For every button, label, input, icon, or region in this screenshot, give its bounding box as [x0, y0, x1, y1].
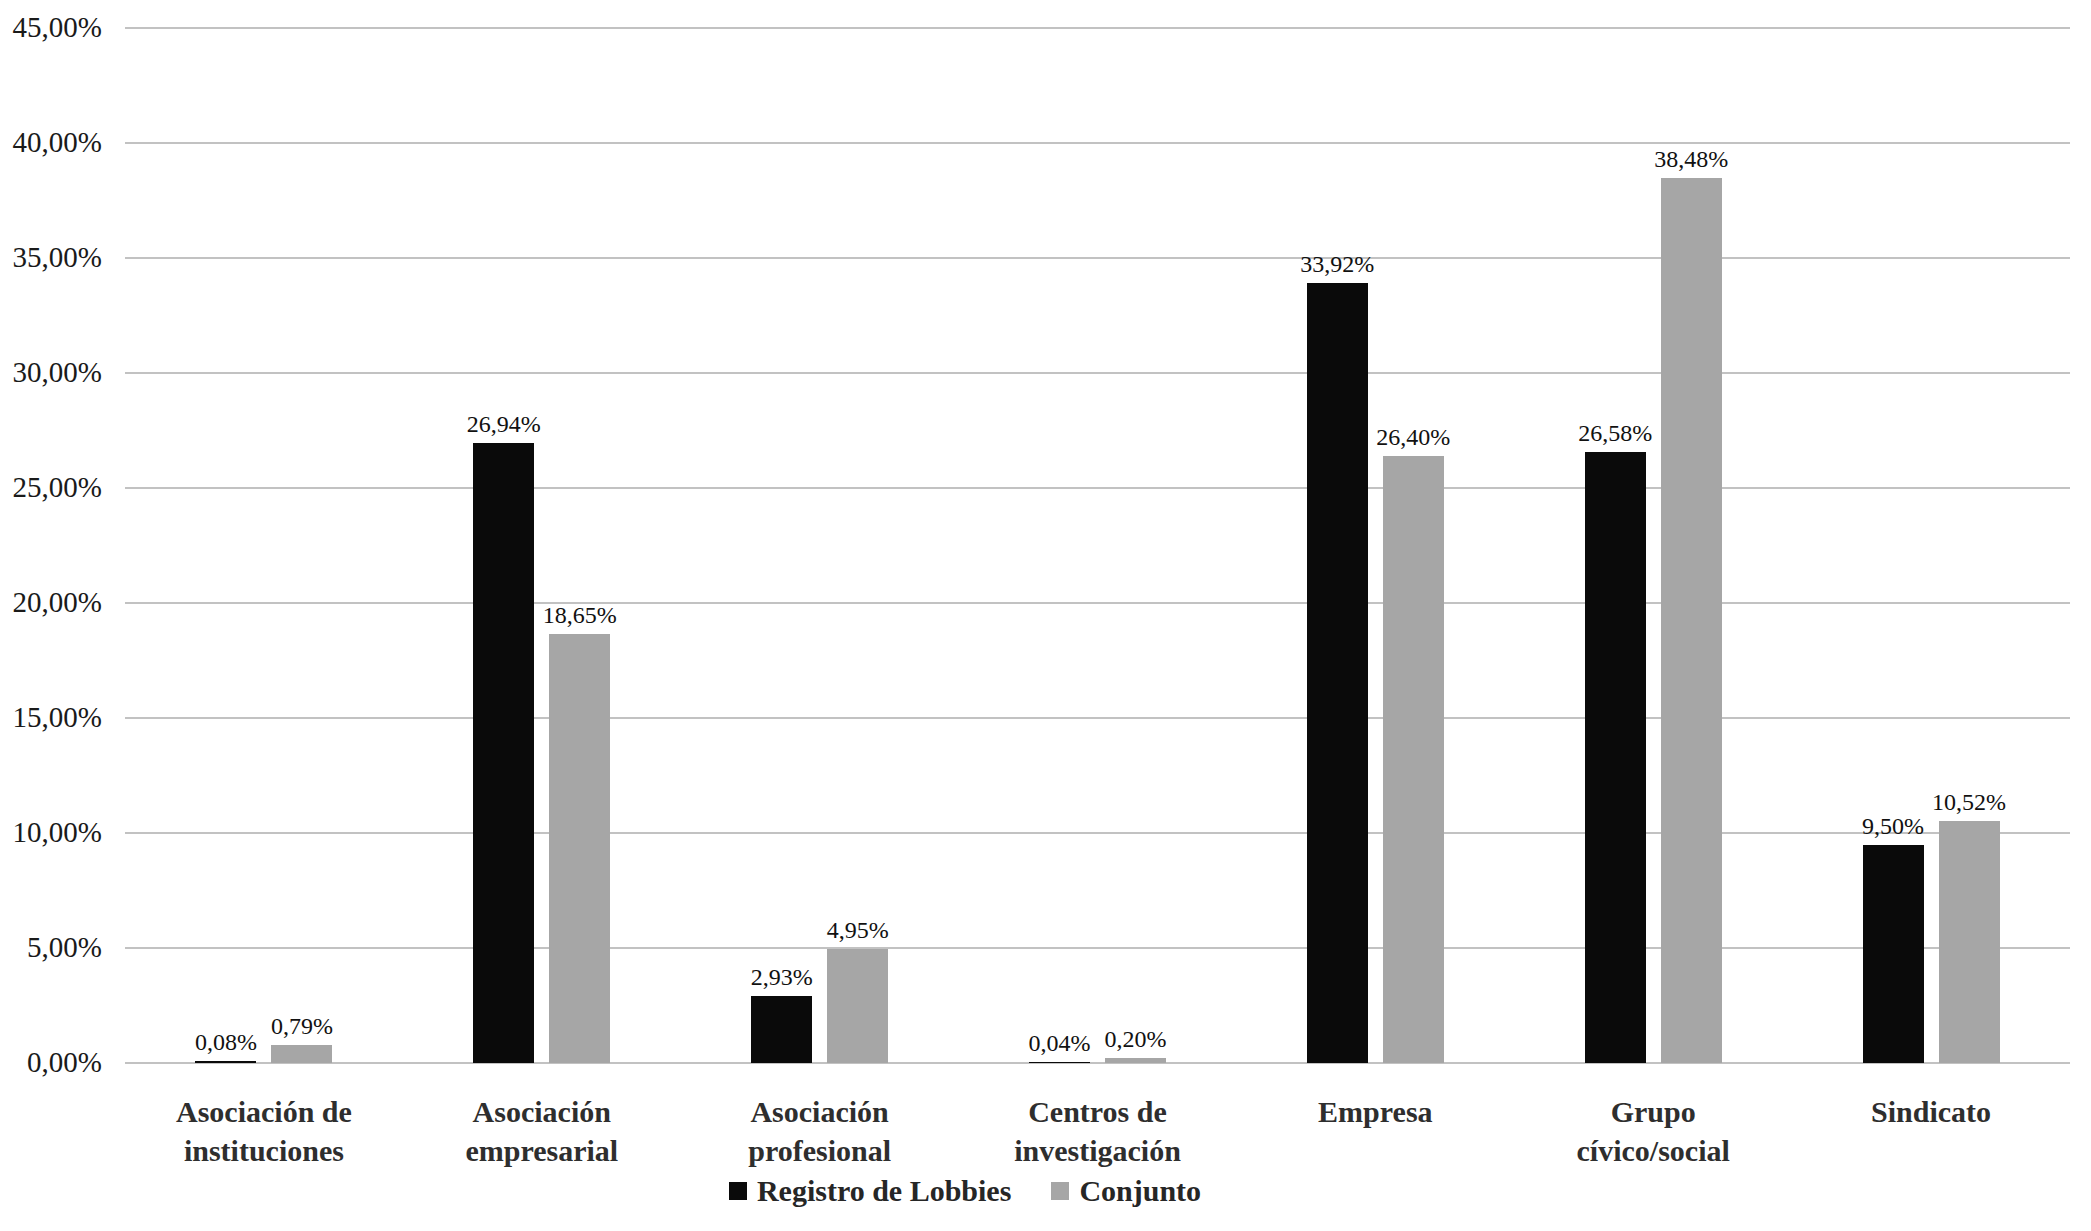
gridline-35: [125, 257, 2070, 259]
bar-value-label: 0,20%: [1066, 1026, 1206, 1052]
gridline-15: [125, 717, 2070, 719]
y-tick-label: 35,00%: [0, 243, 102, 272]
y-tick-label: 40,00%: [0, 128, 102, 157]
bar-registro-4: [1029, 1062, 1090, 1064]
bar-conjunto-3: [827, 949, 888, 1063]
y-tick-label: 10,00%: [0, 818, 102, 847]
gridline-5: [125, 947, 2070, 949]
y-tick-label: 20,00%: [0, 588, 102, 617]
gridline-10: [125, 832, 2070, 834]
gridline-45: [125, 27, 2070, 29]
legend-label-registro: Registro de Lobbies: [757, 1174, 1011, 1208]
gridline-25: [125, 487, 2070, 489]
category-label-1: Asociación de instituciones: [125, 1092, 403, 1170]
legend-swatch-conjunto: [1051, 1182, 1069, 1200]
bar-conjunto-5: [1383, 456, 1444, 1063]
category-label-3: Asociación profesional: [681, 1092, 959, 1170]
bar-value-label: 18,65%: [510, 602, 650, 628]
gridline-30: [125, 372, 2070, 374]
category-label-7: Sindicato: [1792, 1092, 2070, 1131]
gridline-40: [125, 142, 2070, 144]
y-tick-label: 25,00%: [0, 473, 102, 502]
y-tick-label: 45,00%: [0, 13, 102, 42]
bar-value-label: 4,95%: [788, 917, 928, 943]
y-tick-label: 0,00%: [0, 1048, 102, 1077]
category-label-6: Grupo cívico/social: [1514, 1092, 1792, 1170]
bar-registro-7: [1863, 845, 1924, 1064]
bar-value-label: 0,79%: [232, 1013, 372, 1039]
bar-registro-2: [473, 443, 534, 1063]
category-label-4: Centros de investigación: [959, 1092, 1237, 1170]
bar-conjunto-6: [1661, 178, 1722, 1063]
bar-registro-1: [195, 1061, 256, 1063]
bar-value-label: 26,94%: [434, 411, 574, 437]
plot-area: 0,08%0,79%26,94%18,65%2,93%4,95%0,04%0,2…: [125, 28, 2070, 1063]
legend-label-conjunto: Conjunto: [1079, 1174, 1201, 1208]
legend-item-registro: Registro de Lobbies: [729, 1174, 1011, 1208]
y-tick-label: 15,00%: [0, 703, 102, 732]
bar-registro-6: [1585, 452, 1646, 1063]
bar-registro-5: [1307, 283, 1368, 1063]
bar-value-label: 26,40%: [1343, 424, 1483, 450]
bar-conjunto-2: [549, 634, 610, 1063]
bar-value-label: 10,52%: [1899, 789, 2039, 815]
bar-conjunto-4: [1105, 1058, 1166, 1063]
gridline-20: [125, 602, 2070, 604]
bar-conjunto-7: [1939, 821, 2000, 1063]
category-label-5: Empresa: [1236, 1092, 1514, 1131]
legend-item-conjunto: Conjunto: [1051, 1174, 1201, 1208]
y-tick-label: 5,00%: [0, 933, 102, 962]
bar-chart: 45,00% 40,00% 35,00% 30,00% 25,00% 20,00% 15,0…: [0, 0, 2091, 1231]
bar-conjunto-1: [271, 1045, 332, 1063]
bar-registro-3: [751, 996, 812, 1063]
category-label-2: Asociación empresarial: [403, 1092, 681, 1170]
bar-value-label: 33,92%: [1267, 251, 1407, 277]
legend: Registro de Lobbies Conjunto: [0, 1174, 1930, 1208]
y-tick-label: 30,00%: [0, 358, 102, 387]
gridline-0: [125, 1062, 2070, 1064]
bar-value-label: 38,48%: [1621, 146, 1761, 172]
legend-swatch-registro: [729, 1182, 747, 1200]
